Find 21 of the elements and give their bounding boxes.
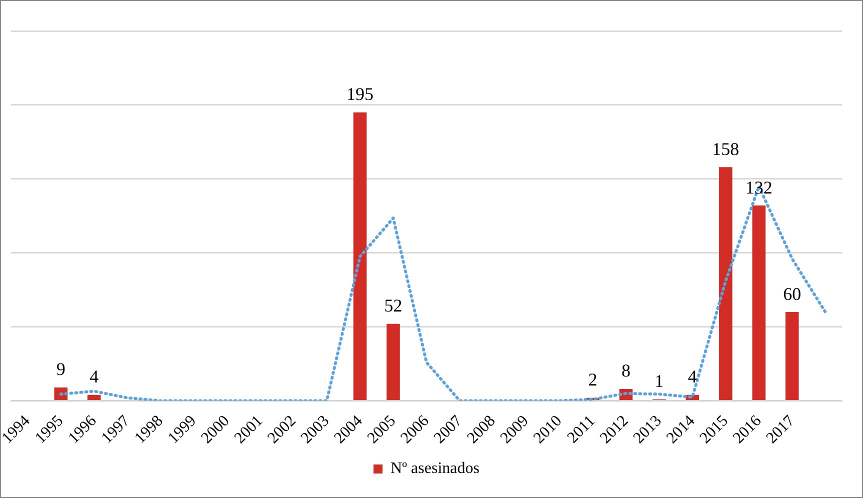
data-label: 4: [90, 366, 99, 387]
data-label: 195: [346, 84, 374, 104]
bar: [785, 312, 799, 400]
data-label: 2: [588, 370, 598, 390]
data-label: 52: [384, 296, 402, 316]
x-tick-label: 1999: [164, 412, 200, 448]
data-label: 9: [56, 359, 66, 380]
data-label: 158: [712, 138, 740, 159]
data-label: 132: [745, 177, 772, 198]
x-tick-label: 2011: [564, 412, 598, 447]
data-label: 4: [688, 366, 697, 387]
data-label: 1: [654, 371, 664, 392]
bar: [752, 206, 766, 400]
x-tick-label: 2001: [231, 412, 266, 448]
bar: [386, 324, 400, 400]
data-label: 8: [621, 360, 630, 381]
bar: [87, 394, 101, 400]
bar: [719, 167, 732, 400]
data-label: 60: [783, 284, 802, 304]
legend-label: Nº asesinados: [390, 460, 480, 478]
bar: [353, 112, 367, 400]
